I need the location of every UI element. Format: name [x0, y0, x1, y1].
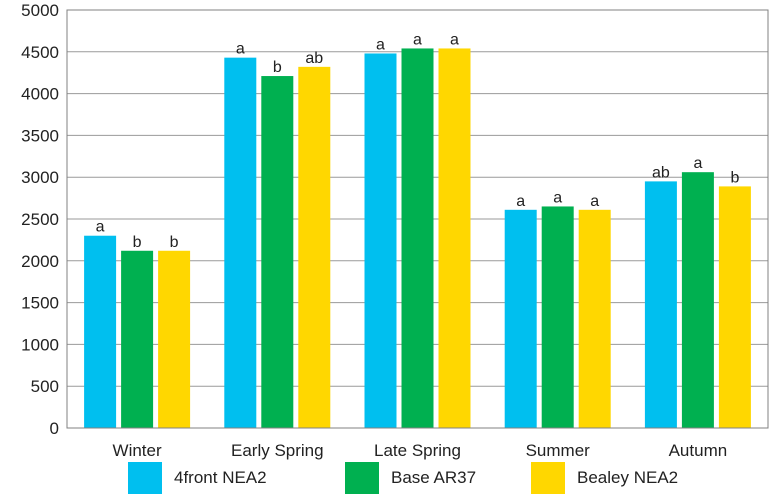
significance-label: ab — [652, 164, 670, 181]
legend: 4front NEA2 Base AR37 Bealey NEA2 — [0, 462, 780, 502]
bar-base-ar37-summer — [541, 206, 574, 428]
bar-bealey-nea2-autumn — [718, 186, 751, 428]
significance-label: a — [516, 193, 525, 210]
x-tick-label: Summer — [526, 441, 591, 460]
bars — [84, 48, 751, 429]
bar-4front-nea2-winter — [84, 235, 117, 428]
significance-label: a — [693, 155, 702, 172]
y-tick-label: 3000 — [21, 168, 59, 187]
y-tick-label: 1000 — [21, 335, 59, 354]
bar-base-ar37-late-spring — [401, 48, 434, 429]
x-tick-label: Autumn — [669, 441, 728, 460]
y-tick-label: 1500 — [21, 294, 59, 313]
significance-label: a — [553, 189, 562, 206]
bar-base-ar37-autumn — [681, 172, 714, 428]
significance-label: a — [236, 41, 245, 58]
y-tick-label: 2000 — [21, 252, 59, 271]
bar-base-ar37-winter — [121, 250, 154, 428]
bar-4front-nea2-late-spring — [364, 53, 397, 429]
bar-bealey-nea2-summer — [578, 209, 611, 428]
y-tick-label: 2500 — [21, 210, 59, 229]
y-tick-label: 500 — [31, 377, 59, 396]
y-tick-label: 5000 — [21, 1, 59, 20]
x-tick-label: Early Spring — [231, 441, 324, 460]
significance-label: a — [413, 31, 422, 48]
significance-label: a — [590, 193, 599, 210]
y-tick-label: 4500 — [21, 43, 59, 62]
y-tick-label: 3500 — [21, 126, 59, 145]
significance-label: b — [133, 234, 142, 251]
bar-4front-nea2-summer — [504, 209, 537, 428]
bar-bealey-nea2-late-spring — [438, 48, 471, 429]
legend-label: Base AR37 — [391, 468, 477, 487]
legend-item-base-ar37: Base AR37 — [345, 462, 476, 494]
legend-item-bealey-nea2: Bealey NEA2 — [531, 462, 678, 494]
significance-label: a — [376, 36, 385, 53]
significance-label: b — [730, 169, 739, 186]
legend-swatch-bealey-nea2 — [531, 462, 565, 494]
bar-bealey-nea2-early-spring — [298, 66, 331, 429]
legend-item-4front-nea2: 4front NEA2 — [128, 462, 267, 494]
significance-label: b — [170, 234, 179, 251]
x-tick-label: Late Spring — [374, 441, 461, 460]
legend-swatch-base-ar37 — [345, 462, 379, 494]
x-tick-label: Winter — [113, 441, 162, 460]
bar-bealey-nea2-winter — [158, 250, 191, 428]
bar-4front-nea2-autumn — [644, 181, 677, 428]
x-axis: Winter Early Spring Late Spring Summer Autum… — [113, 441, 728, 460]
legend-label: Bealey NEA2 — [577, 468, 679, 487]
significance-label: a — [450, 31, 459, 48]
y-tick-label: 0 — [50, 419, 59, 438]
legend-swatch-4front-nea2 — [128, 462, 162, 494]
legend-label: 4front NEA2 — [174, 468, 267, 487]
significance-label: a — [96, 219, 105, 236]
plot-frame — [66, 9, 769, 429]
bar-base-ar37-early-spring — [261, 76, 294, 428]
bar-4front-nea2-early-spring — [224, 57, 257, 428]
significance-label: ab — [305, 50, 323, 67]
y-tick-label: 4000 — [21, 85, 59, 104]
y-axis: 0 500 1000 1500 2000 2500 3000 3500 4000 4500 5000 — [21, 1, 59, 438]
significance-label: b — [273, 59, 282, 76]
